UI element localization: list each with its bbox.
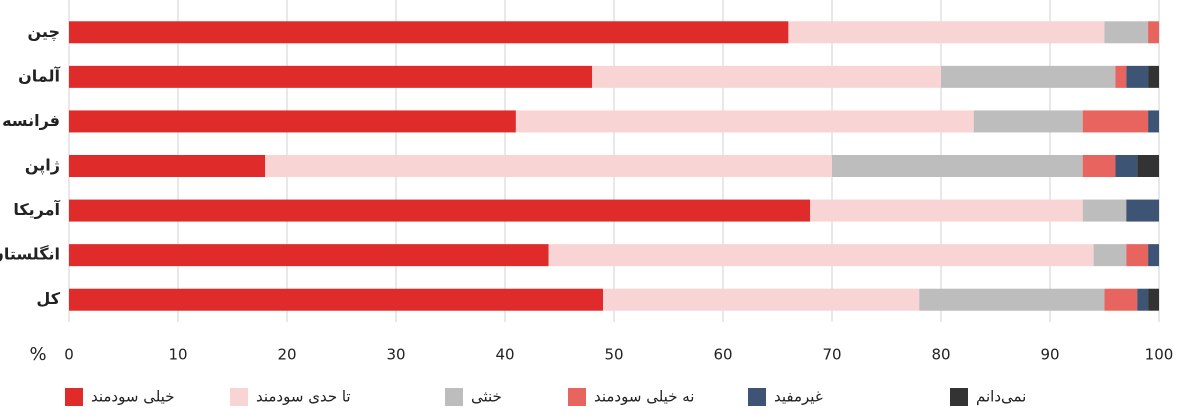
x-tick-label: 20: [277, 346, 296, 364]
bar-segment: [810, 199, 1083, 222]
y-tick-label: کل: [36, 289, 60, 308]
legend-swatch: [950, 388, 968, 406]
bar-segment: [69, 65, 593, 88]
x-tick-label: 0: [64, 346, 74, 364]
legend-label: نمی‌دانم: [976, 388, 1026, 406]
legend-label: خنثی: [471, 388, 502, 406]
y-tick-label: چین: [28, 22, 60, 42]
legend-swatch: [445, 388, 463, 406]
y-tick-label: آلمان: [18, 65, 60, 85]
bar-segment: [69, 110, 516, 133]
bar-segment: [69, 199, 811, 222]
y-tick-label: آمریکا: [13, 199, 60, 219]
bar-segment: [1137, 288, 1149, 311]
bar-segment: [941, 65, 1116, 88]
bar-segment: [1126, 65, 1149, 88]
bar-segment: [919, 288, 1105, 311]
bar-segment: [1104, 21, 1149, 44]
bar-segment: [1115, 65, 1127, 88]
bar-segment: [1148, 65, 1159, 88]
x-tick-label: 80: [931, 346, 950, 364]
bar-segment: [515, 110, 974, 133]
bar-segment: [603, 288, 920, 311]
bar-segment: [973, 110, 1083, 133]
bar-segment: [69, 155, 266, 177]
bar-segment: [69, 244, 549, 267]
y-tick-label: فرانسه: [2, 111, 60, 130]
bar-segment: [832, 155, 1083, 177]
bar-segment: [592, 65, 941, 88]
bar-segment: [1082, 155, 1116, 177]
bar-segment: [1093, 244, 1127, 267]
legend-swatch: [230, 388, 248, 406]
x-tick-label: 60: [713, 346, 732, 364]
bar-segment: [1126, 244, 1149, 267]
bar-segment: [1082, 110, 1149, 133]
bar-segment: [1148, 288, 1159, 311]
bar-segment: [1148, 110, 1159, 133]
bar-segment: [69, 21, 789, 44]
bar-segment: [265, 155, 832, 177]
bar-segment: [1082, 199, 1127, 222]
x-tick-label: 100: [1145, 346, 1174, 364]
y-tick-label: انگلستان: [0, 245, 60, 264]
bar-segment: [69, 288, 604, 311]
x-tick-label: 90: [1040, 346, 1059, 364]
legend-label: خیلی سودمند: [91, 388, 174, 406]
x-tick-label: 70: [822, 346, 841, 364]
legend-swatch: [65, 388, 83, 406]
legend-swatch: [748, 388, 766, 406]
bar-segment: [548, 244, 1094, 267]
bar-segment: [1148, 21, 1159, 44]
legend-label: غیرمفید: [774, 388, 823, 406]
bar-segment: [1104, 288, 1138, 311]
x-tick-label: 40: [495, 346, 514, 364]
legend-label: تا حدی سودمند: [256, 388, 351, 406]
x-tick-label: 10: [168, 346, 187, 364]
x-tick-label: 30: [386, 346, 405, 364]
bar-segment: [788, 21, 1105, 44]
legend-label: نه خیلی سودمند: [594, 388, 694, 406]
x-axis-label: %: [29, 344, 46, 365]
bar-segment: [1137, 155, 1159, 177]
legend-swatch: [568, 388, 586, 406]
x-tick-label: 50: [604, 346, 623, 364]
y-tick-label: ژاپن: [25, 156, 60, 176]
bar-segment: [1115, 155, 1138, 177]
bar-segment: [1126, 199, 1159, 222]
bar-segment: [1148, 244, 1159, 267]
